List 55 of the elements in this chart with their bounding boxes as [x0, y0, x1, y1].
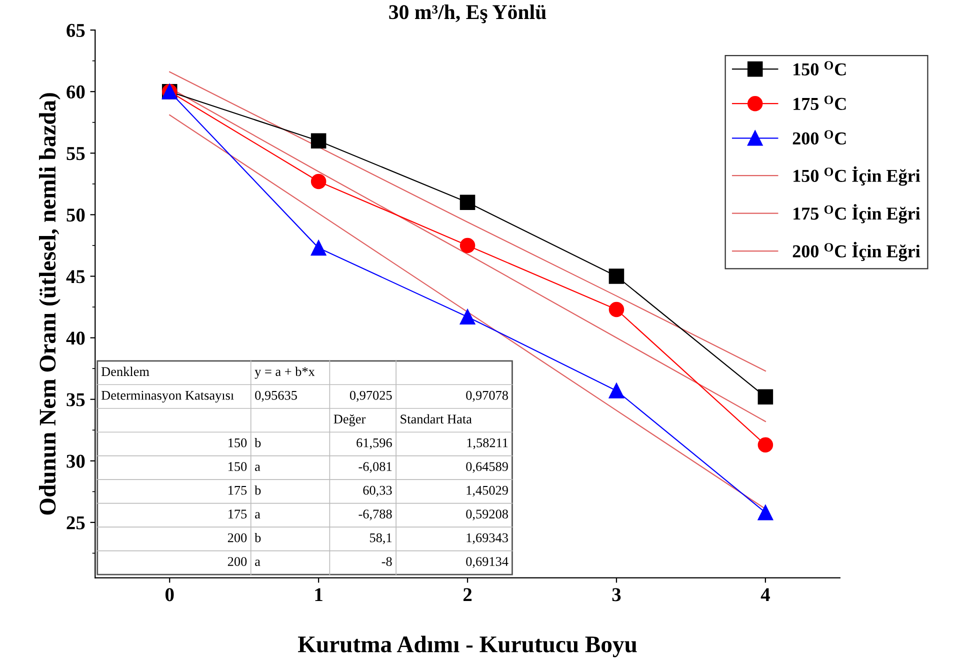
chart-title: 30 m³/h, Eş Yönlü	[389, 4, 546, 24]
legend-label: 150 $^{O}$C İçin Eğri	[794, 166, 920, 186]
y-tick-label: 45	[66, 270, 85, 284]
x-tick-label: 4	[760, 588, 770, 602]
annotation: 150	[228, 438, 247, 448]
annotation: b	[254, 438, 261, 448]
annotation: a	[255, 560, 260, 566]
annotation: 200	[228, 557, 247, 566]
annotation: 175	[228, 486, 247, 495]
legend-label: 175 $^{O}$C	[794, 96, 846, 110]
annotation: 200	[228, 533, 247, 542]
annotation: b	[254, 485, 261, 495]
legend-label: 150 $^{O}$C	[794, 61, 846, 76]
legend-label: 200 $^{O}$C	[792, 130, 846, 145]
y-tick-label: 50	[66, 208, 85, 222]
annotation: 0,97025	[350, 390, 392, 402]
annotation: Denklem	[101, 366, 150, 376]
y-tick-label: 60	[66, 85, 85, 99]
annotation: -6,788	[358, 510, 392, 520]
annotation: 0,59208	[466, 510, 508, 520]
annotation: 60,33	[363, 486, 392, 497]
annotation: a	[255, 464, 260, 472]
y-tick-label: 25	[66, 516, 85, 530]
y-axis-title: Odunun Nem Oranı (ütlesel, nemli bazda)	[39, 93, 60, 515]
annotation: a	[255, 512, 260, 518]
annotation: b	[254, 532, 261, 542]
annotation: 1,58211	[467, 438, 508, 450]
legend-label: 200 $^{O}$C İçin Eğri	[792, 242, 920, 262]
annotation: Standart Hata	[400, 414, 472, 424]
annotation: 0,97078	[466, 390, 508, 402]
y-tick-label: 65	[66, 24, 85, 37]
annotation: 0,95635	[255, 390, 297, 402]
x-axis-title: Kurutma Adımı - Kurutucu Boyu	[298, 636, 637, 658]
annotation: Determinasyon Katsayısı	[101, 390, 234, 402]
y-tick-label: 30	[66, 454, 85, 468]
annotation: 0,64589	[466, 462, 508, 473]
annotation: 58,1	[370, 533, 392, 544]
annotation: 61,596	[356, 438, 392, 450]
y-tick-label: 35	[66, 393, 85, 406]
y-tick-label: 40	[66, 332, 85, 345]
annotation: y = a + b*x	[254, 366, 315, 379]
x-tick-label: 2	[463, 588, 472, 602]
x-tick-label: 3	[612, 588, 621, 602]
annotation: Değer	[334, 414, 366, 426]
annotation: 150	[228, 462, 247, 472]
annotation: -8	[382, 557, 392, 566]
annotation: 175	[228, 510, 247, 518]
annotation: -6,081	[358, 462, 392, 473]
y-tick-label: 55	[66, 147, 85, 160]
x-tick-label: 0	[165, 588, 174, 602]
annotation: 1,69343	[466, 533, 508, 544]
legend-label: 175 $^{O}$C İçin Eğri	[794, 204, 920, 224]
annotation: 1,45029	[466, 486, 508, 497]
x-tick-label: 1	[315, 588, 322, 602]
annotation: 0,69134	[466, 557, 508, 568]
